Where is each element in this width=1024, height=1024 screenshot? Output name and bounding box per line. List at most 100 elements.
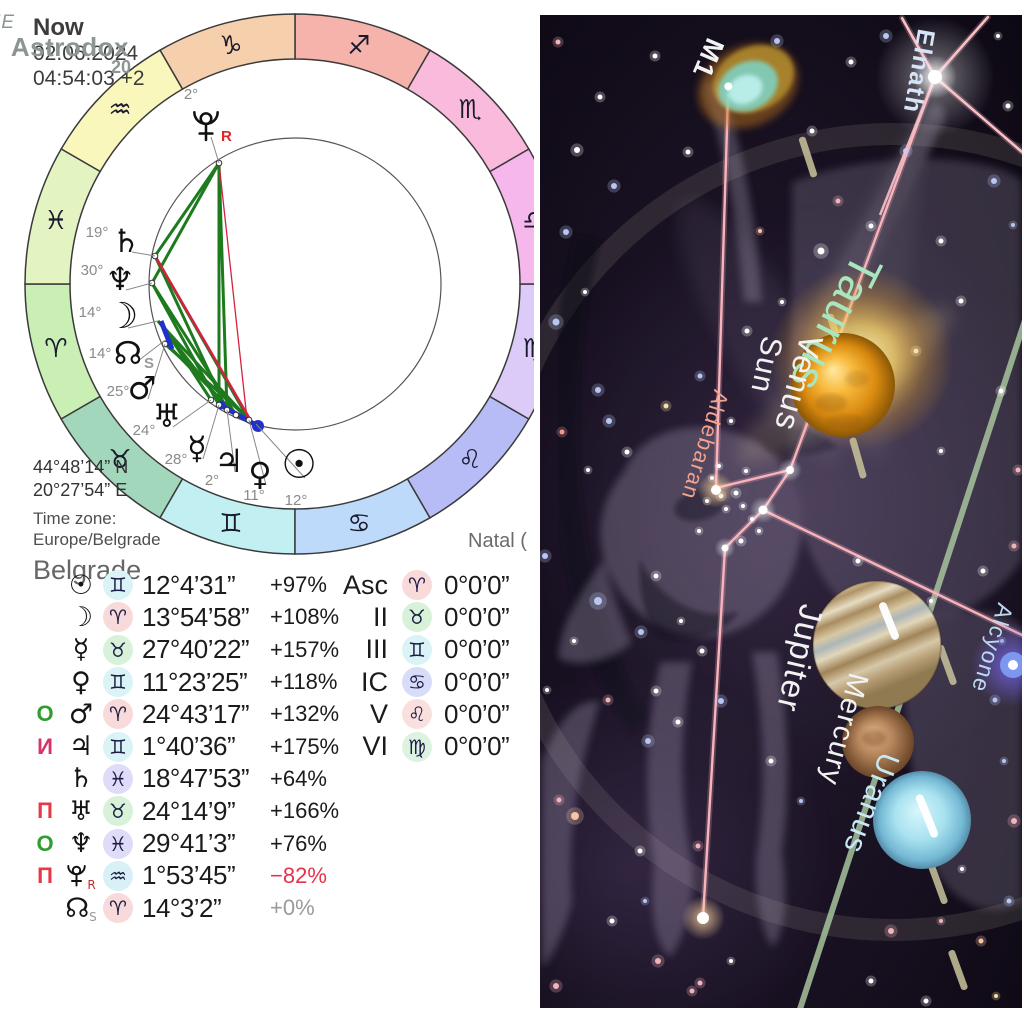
star[interactable] xyxy=(572,639,576,643)
star[interactable] xyxy=(729,959,733,963)
planet-glyph-jupiter[interactable]: ♃ xyxy=(68,731,94,763)
star[interactable] xyxy=(780,300,784,304)
planet-glyph-neptune[interactable]: ♆ xyxy=(68,828,94,860)
star[interactable] xyxy=(768,758,774,764)
wheel-sign-virgo[interactable] xyxy=(488,283,534,421)
star[interactable] xyxy=(556,797,562,803)
star[interactable] xyxy=(655,958,661,964)
star[interactable] xyxy=(663,403,669,409)
natal-chart-wheel[interactable]: ♈♉♊♋♌♍♎♏♐♑♒♓ R2°♄19°♆30°☽14°☊S14°♂25°♅24… xyxy=(0,0,534,562)
star[interactable] xyxy=(1002,759,1006,763)
planet-uranus[interactable] xyxy=(873,771,971,869)
planet-glyph-uranus[interactable]: ♅ xyxy=(68,795,94,827)
star[interactable] xyxy=(741,504,745,508)
star[interactable] xyxy=(699,648,705,654)
star[interactable] xyxy=(637,848,643,854)
star[interactable] xyxy=(960,867,964,871)
planet-glyph-moon[interactable]: ☽ xyxy=(68,601,94,633)
star[interactable] xyxy=(939,919,943,923)
star[interactable] xyxy=(559,429,565,435)
wheel-planet-moon[interactable]: ☽14° xyxy=(79,296,159,337)
natal-chart-type-label[interactable]: Natal ( xyxy=(468,530,527,552)
star[interactable] xyxy=(996,34,1000,38)
star[interactable] xyxy=(855,558,861,564)
star[interactable] xyxy=(653,573,659,579)
planet-mercury[interactable] xyxy=(842,706,914,778)
star[interactable] xyxy=(978,938,984,944)
star[interactable] xyxy=(733,490,739,496)
star[interactable] xyxy=(1011,818,1017,824)
star[interactable] xyxy=(545,688,549,692)
star[interactable] xyxy=(724,507,728,511)
star[interactable] xyxy=(1011,543,1017,549)
star[interactable] xyxy=(624,449,630,455)
star[interactable] xyxy=(717,464,721,468)
wheel-planet-mars[interactable]: ♂25° xyxy=(107,343,166,407)
star[interactable] xyxy=(835,198,841,204)
star[interactable] xyxy=(939,449,943,453)
star[interactable] xyxy=(994,994,998,998)
time-header[interactable]: Now 02.06.2024 04:54:03 +2 xyxy=(33,14,145,92)
wheel-planet-saturn[interactable]: ♄19° xyxy=(86,222,156,260)
wheel-planet-venus[interactable]: ♀11° xyxy=(243,419,272,504)
star[interactable] xyxy=(574,147,580,153)
star[interactable] xyxy=(1005,103,1011,109)
star[interactable] xyxy=(583,290,587,294)
star[interactable] xyxy=(848,59,854,65)
star[interactable] xyxy=(697,980,703,986)
star[interactable] xyxy=(653,688,659,694)
wheel-sign-pisces[interactable] xyxy=(24,147,102,285)
star-bull-foot[interactable] xyxy=(681,896,725,940)
star[interactable] xyxy=(744,328,750,334)
star[interactable] xyxy=(638,629,644,635)
star[interactable] xyxy=(883,33,889,39)
now-button[interactable]: Now xyxy=(33,14,84,41)
star[interactable] xyxy=(552,318,560,326)
star-alcyone[interactable] xyxy=(971,623,1022,707)
star[interactable] xyxy=(597,94,603,100)
star[interactable] xyxy=(586,468,590,472)
star[interactable] xyxy=(991,178,997,184)
crab-nebula-m1[interactable] xyxy=(684,28,812,144)
star[interactable] xyxy=(809,128,815,134)
star[interactable] xyxy=(542,553,548,559)
star[interactable] xyxy=(958,298,964,304)
planet-glyph-mercury[interactable]: ☿ xyxy=(72,634,90,666)
star[interactable] xyxy=(923,998,929,1004)
star[interactable] xyxy=(652,53,658,59)
star[interactable] xyxy=(718,698,724,704)
star[interactable] xyxy=(571,812,579,820)
planet-glyph-mars[interactable]: ♂ xyxy=(68,698,94,730)
star[interactable] xyxy=(689,988,695,994)
star[interactable] xyxy=(605,697,611,703)
star[interactable] xyxy=(611,183,617,189)
star[interactable] xyxy=(1011,223,1015,227)
star[interactable] xyxy=(1015,467,1021,473)
star[interactable] xyxy=(938,238,944,244)
star[interactable] xyxy=(744,469,748,473)
star[interactable] xyxy=(888,928,894,934)
wheel-planet-north-node[interactable]: ☊ S 14° xyxy=(89,334,165,372)
star[interactable] xyxy=(757,529,761,533)
planet-glyph-venus[interactable]: ♀ xyxy=(71,666,91,698)
wheel-planet-jupiter[interactable]: ♃2° xyxy=(205,409,244,489)
star[interactable] xyxy=(606,418,612,424)
wheel-planet-sun[interactable]: ☉ 12° xyxy=(255,423,317,509)
star[interactable] xyxy=(697,373,703,379)
wheel-planet-neptune[interactable]: ♆30° xyxy=(81,260,153,298)
star[interactable] xyxy=(643,899,647,903)
star[interactable] xyxy=(595,387,601,393)
star[interactable] xyxy=(697,529,701,533)
star[interactable] xyxy=(758,229,762,233)
star[interactable] xyxy=(729,419,733,423)
wheel-planet-mercury[interactable]: ☿28° xyxy=(165,404,220,468)
wheel-planet-pluto[interactable]: R 2° xyxy=(184,86,232,164)
planet-glyph-north-node[interactable]: ☊S xyxy=(65,892,97,924)
star[interactable] xyxy=(685,149,691,155)
star[interactable] xyxy=(998,388,1004,394)
star[interactable] xyxy=(980,568,986,574)
planet-venus[interactable] xyxy=(791,333,895,437)
star[interactable] xyxy=(609,918,615,924)
planet-jupiter[interactable] xyxy=(812,580,942,710)
star[interactable] xyxy=(594,597,602,605)
